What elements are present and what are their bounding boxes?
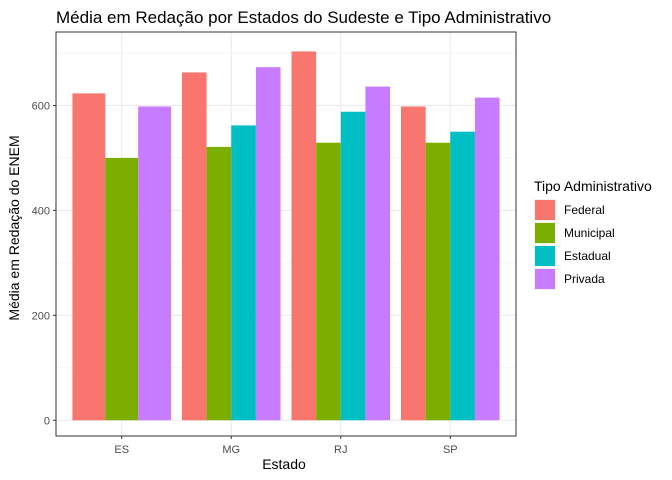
bar-rj-estadual — [340, 111, 366, 421]
y-tick-label: 0 — [44, 415, 50, 427]
legend-title: Tipo Administrativo — [534, 178, 652, 194]
bar-rj-municipal — [316, 142, 341, 421]
y-tick-label: 200 — [32, 310, 50, 322]
bar-sp-municipal — [425, 142, 451, 421]
legend-label-estadual: Estadual — [564, 249, 611, 263]
chart-title: Média em Redação por Estados do Sudeste … — [56, 8, 551, 27]
bar-es-privada — [138, 106, 171, 421]
legend-key-municipal — [535, 223, 555, 243]
y-axis-title: Média em Redação do ENEM — [6, 135, 22, 320]
bar-sp-estadual — [450, 131, 475, 421]
legend-label-privada: Privada — [564, 272, 605, 286]
bar-rj-privada — [365, 86, 391, 421]
bar-es-federal — [72, 93, 106, 421]
x-tick-label-es: ES — [114, 444, 129, 456]
y-tick-label: 400 — [32, 205, 50, 217]
bar-mg-estadual — [231, 125, 256, 421]
bar-sp-federal — [401, 106, 426, 421]
legend-key-federal — [535, 200, 555, 220]
legend-key-estadual — [535, 246, 555, 266]
x-tick-label-mg: MG — [222, 444, 240, 456]
bar-rj-federal — [291, 51, 317, 421]
legend-label-municipal: Municipal — [564, 226, 615, 240]
legend: Tipo Administrativo Federal Municipal Esta… — [534, 178, 652, 290]
x-tick-label-rj: RJ — [334, 444, 347, 456]
bar-mg-municipal — [206, 146, 232, 421]
legend-key-privada — [535, 269, 555, 289]
y-tick-label: 600 — [32, 100, 50, 112]
legend-label-federal: Federal — [564, 203, 605, 217]
x-tick-label-sp: SP — [443, 444, 458, 456]
bar-es-municipal — [105, 157, 139, 421]
x-axis-title: Estado — [262, 456, 306, 472]
bar-sp-privada — [474, 97, 500, 421]
bar-mg-federal — [181, 72, 207, 421]
plot-panel: 0 200 400 600 ES MG RJ SP — [32, 31, 517, 456]
bar-mg-privada — [255, 67, 281, 421]
panel-border — [55, 31, 517, 437]
